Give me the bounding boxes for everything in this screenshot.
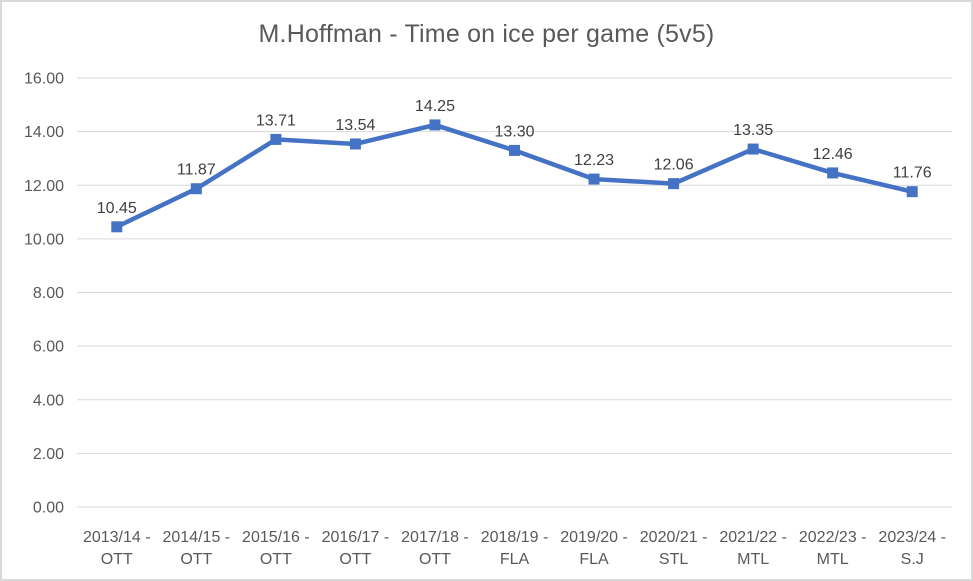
x-axis-tick-label: 2021/22 - MTL [719,529,787,568]
x-axis-tick-label: 2020/21 - STL [640,529,708,568]
x-axis-tick-team: FLA [579,551,609,568]
x-axis-tick-season: 2016/17 - [322,529,390,546]
x-axis-tick-season: 2019/20 - [560,529,628,546]
x-axis-tick-team: OTT [260,551,292,568]
x-axis-tick-team: OTT [180,551,212,568]
data-point-marker [588,173,600,185]
x-axis-tick-team: FLA [500,551,530,568]
data-point-marker [190,183,202,195]
x-axis-tick-label: 2023/24 - S.J [878,529,946,568]
x-axis-tick-season: 2014/15 - [163,529,231,546]
x-axis-tick-season: 2020/21 - [640,529,708,546]
data-point-marker [509,144,520,156]
x-axis-tick-label: 2016/17 - OTT [322,529,390,568]
data-point-marker [270,133,282,145]
data-point-marker [906,186,918,198]
data-point-marker [429,119,441,131]
data-point-marker [668,178,680,190]
x-axis-tick-label: 2017/18 - OTT [401,529,469,568]
data-point-label: 11.87 [177,162,216,179]
y-axis-tick-label: 14.00 [24,124,64,141]
x-axis-tick-team: S.J [901,551,924,568]
x-axis-tick-label: 2014/15 - OTT [163,529,231,568]
x-axis-tick-team: OTT [101,551,133,568]
x-axis-tick-season: 2022/23 - [799,529,867,546]
x-axis-tick-team: OTT [419,551,451,568]
data-point-label: 12.23 [574,152,614,169]
x-axis-tick-season: 2018/19 - [481,529,549,546]
data-point-label: 14.25 [415,98,455,115]
data-point-label: 13.71 [256,112,296,129]
data-point-label: 13.54 [335,117,375,134]
x-axis-tick-team: MTL [737,551,769,568]
x-axis-tick-season: 2015/16 - [242,529,310,546]
y-axis-tick-label: 0.00 [33,500,64,517]
x-axis-tick-team: MTL [817,551,849,568]
y-axis-tick-label: 8.00 [33,285,64,302]
x-axis-tick-team: OTT [339,551,371,568]
y-axis-tick-label: 10.00 [24,231,64,248]
data-point-label: 13.30 [494,123,534,140]
x-axis-tick-label: 2013/14 - OTT [83,529,151,568]
data-point-marker [349,138,361,150]
data-point-marker [827,167,839,179]
x-axis-tick-label: 2022/23 - MTL [799,529,867,568]
data-point-marker [747,143,759,155]
x-axis-tick-season: 2023/24 - [878,529,946,546]
data-point-label: 10.45 [97,200,137,217]
data-point-label: 12.46 [813,146,853,163]
y-axis-tick-label: 4.00 [33,392,64,409]
x-axis-tick-season: 2017/18 - [401,529,469,546]
data-point-label: 11.76 [893,165,932,182]
x-axis-tick-label: 2015/16 - OTT [242,529,310,568]
x-axis-tick-team: STL [659,551,688,568]
x-axis-tick-label: 2019/20 - FLA [560,529,628,568]
data-point-marker [111,221,123,233]
y-axis-tick-label: 16.00 [24,71,64,88]
y-axis-tick-label: 2.00 [33,446,64,463]
chart-title: M.Hoffman - Time on ice per game (5v5) [258,20,715,48]
y-axis-tick-label: 12.00 [24,178,64,195]
data-point-label: 13.35 [733,122,773,139]
x-axis-tick-season: 2021/22 - [719,529,787,546]
x-axis-tick-season: 2013/14 - [83,529,151,546]
data-point-label: 12.06 [654,157,694,174]
y-axis-tick-label: 6.00 [33,339,64,356]
x-axis-tick-label: 2018/19 - FLA [481,529,549,568]
